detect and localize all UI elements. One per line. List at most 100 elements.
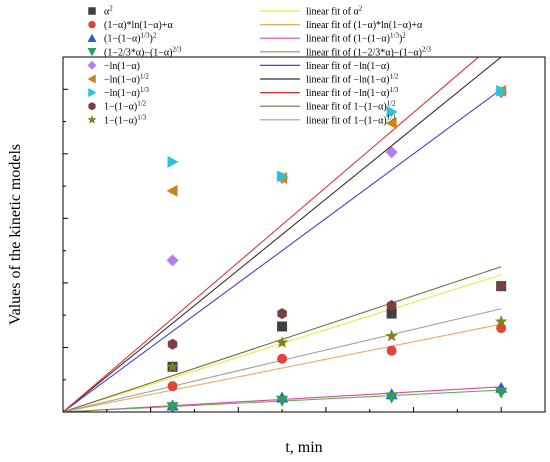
legend-label-6: −ln(1−α)1/3 xyxy=(104,86,149,99)
legend-label-1: (1−α)*ln(1−α)+α xyxy=(104,20,173,31)
legend-fit-label-7-part-1: 1/2 xyxy=(387,100,396,108)
legend-fit-label-2-part-2: ) xyxy=(399,34,402,45)
legend-label-0-part-1: 2 xyxy=(109,5,113,13)
legend-marker-1 xyxy=(88,20,96,29)
legend-fit-label-1: linear fit of (1−α)*ln(1−α)+α xyxy=(306,20,423,31)
data-point-s1-p1 xyxy=(277,353,288,364)
legend-label-0-part-0: α xyxy=(104,7,110,18)
legend-fit-label-0-part-0: linear fit of α xyxy=(306,7,359,18)
legend-label-7-part-0: 1−(1−α) xyxy=(104,102,137,113)
legend-fit-label-2-part-0: linear fit of (1−(1−α) xyxy=(306,34,390,45)
legend-label-5-part-0: −ln(1−α) xyxy=(104,75,140,86)
x-axis-title: t, min xyxy=(285,439,322,456)
legend-fit-label-5-part-1: 1/2 xyxy=(389,73,398,81)
legend-fit-label-5-part-0: linear fit of −ln(1−α) xyxy=(306,75,389,86)
legend-label-5: −ln(1−α)1/2 xyxy=(104,73,149,86)
y-axis-title: Values of the kinetic models xyxy=(7,144,24,325)
legend-label-4: −ln(1−α) xyxy=(104,61,140,72)
legend-fit-label-4: linear fit of −ln(1−α) xyxy=(306,61,389,72)
data-point-s7-p1 xyxy=(277,308,287,320)
legend-marker-5 xyxy=(87,74,96,84)
legend-label-7: 1−(1−α)1/2 xyxy=(104,100,147,113)
data-point-s5-p0 xyxy=(166,184,178,197)
legend-fit-label-5: linear fit of −ln(1−α)1/2 xyxy=(306,73,399,86)
data-point-s7-p0 xyxy=(167,338,178,350)
fit-line-4 xyxy=(63,88,502,412)
legend-fit-label-3-part-0: linear fit of (1−2/3*α)−(1−α) xyxy=(306,47,422,58)
legend-label-2-part-0: (1−(1−α) xyxy=(104,34,141,45)
data-point-s3-p1 xyxy=(276,395,289,407)
legend-fit-label-8-part-0: linear fit of 1−(1−α) xyxy=(306,115,387,126)
legend-fit-label-7-part-0: linear fit of 1−(1−α) xyxy=(306,102,387,113)
legend-fit-label-2-part-1: 1/3 xyxy=(390,32,399,40)
data-point-s0-p1 xyxy=(277,321,288,332)
data-point-s1-p3 xyxy=(496,323,507,334)
legend-label-3: (1−2/3*α)−(1−α)2/3 xyxy=(104,45,182,58)
legend-label-3-part-1: 2/3 xyxy=(173,45,182,53)
legend-label-7-part-1: 1/2 xyxy=(137,100,146,108)
legend-fit-label-8: linear fit of 1−(1−α)1/3 xyxy=(306,113,396,126)
legend-marker-0 xyxy=(88,7,96,15)
data-point-s8-p1 xyxy=(275,336,289,348)
data-point-s3-p3 xyxy=(495,387,508,399)
legend-label-2-part-2: ) xyxy=(149,34,152,45)
legend-fit-label-8-part-1: 1/3 xyxy=(387,113,396,121)
legend-fit-label-3: linear fit of (1−2/3*α)−(1−α)2/3 xyxy=(306,45,431,58)
data-point-s3-p0 xyxy=(166,402,179,414)
legend-fit-label-0-part-1: 2 xyxy=(359,5,363,13)
legend-fit-label-6: linear fit of −ln(1−α)1/3 xyxy=(306,86,399,99)
legend-marker-3 xyxy=(87,48,97,57)
plot-frame xyxy=(62,56,546,413)
data-point-s1-p0 xyxy=(167,381,178,392)
legend-label-6-part-0: −ln(1−α) xyxy=(104,88,140,99)
data-point-s6-p0 xyxy=(167,155,179,168)
legend-fit-label-2: linear fit of (1−(1−α)1/3)2 xyxy=(306,32,406,45)
data-point-s1-p2 xyxy=(386,345,397,356)
legend-fit-label-7: linear fit of 1−(1−α)1/2 xyxy=(306,100,396,113)
legend-label-4-part-0: −ln(1−α) xyxy=(104,61,140,72)
data-point-s3-p2 xyxy=(385,392,398,404)
legend-label-6-part-1: 1/3 xyxy=(140,86,149,94)
data-point-s8-p0 xyxy=(166,360,179,373)
data-point-s6-p1 xyxy=(277,170,289,183)
data-point-s4-p2 xyxy=(385,146,398,159)
legend-fit-label-2-part-3: 2 xyxy=(402,32,406,40)
data-point-s6-p2 xyxy=(386,105,398,118)
legend-marker-4 xyxy=(87,60,97,70)
legend-fit-label-1-part-0: linear fit of (1−α)*ln(1−α)+α xyxy=(306,20,423,31)
legend-marker-2 xyxy=(87,33,97,42)
data-point-s8-p3 xyxy=(494,315,508,327)
data-markers xyxy=(166,84,508,414)
legend-label-8-part-1: 1/3 xyxy=(137,113,146,121)
legend-label-1-part-0: (1−α)*ln(1−α)+α xyxy=(104,20,173,31)
data-point-s5-p2 xyxy=(385,117,397,130)
legend-label-8-part-0: 1−(1−α) xyxy=(104,115,137,126)
data-point-s6-p3 xyxy=(496,84,508,97)
fit-line-1 xyxy=(63,323,502,412)
legend-label-8: 1−(1−α)1/3 xyxy=(104,113,147,126)
legend-label-5-part-1: 1/2 xyxy=(140,73,149,81)
legend-fit-label-3-part-1: 2/3 xyxy=(422,45,431,53)
legend-label-2-part-3: 2 xyxy=(153,32,157,40)
legend-fit-label-4-part-0: linear fit of −ln(1−α) xyxy=(306,61,389,72)
legend-label-2-part-1: 1/3 xyxy=(141,32,150,40)
fit-line-5 xyxy=(63,57,502,412)
legend-marker-6 xyxy=(88,88,97,98)
legend-fit-label-6-part-1: 1/3 xyxy=(389,86,398,94)
data-point-s0-p2 xyxy=(386,308,397,319)
legend-fit-label-6-part-0: linear fit of −ln(1−α) xyxy=(306,88,389,99)
data-point-s8-p2 xyxy=(385,329,398,342)
data-point-s7-p3 xyxy=(496,280,506,292)
legend-fit-label-0: linear fit of α2 xyxy=(306,5,363,18)
data-point-s7-p2 xyxy=(386,300,397,311)
legend-label-2: (1−(1−α)1/3)2 xyxy=(104,32,157,45)
axes xyxy=(62,56,546,413)
fit-line-6 xyxy=(63,57,480,412)
data-point-s4-p0 xyxy=(166,254,179,267)
legend-label-3-part-0: (1−2/3*α)−(1−α) xyxy=(104,47,173,58)
legend-marker-8 xyxy=(87,114,97,124)
legend-label-0: α2 xyxy=(104,5,113,18)
legend-marker-7 xyxy=(88,102,96,111)
legend: α2(1−α)*ln(1−α)+α(1−(1−α)1/3)2(1−2/3*α)−… xyxy=(87,5,431,126)
